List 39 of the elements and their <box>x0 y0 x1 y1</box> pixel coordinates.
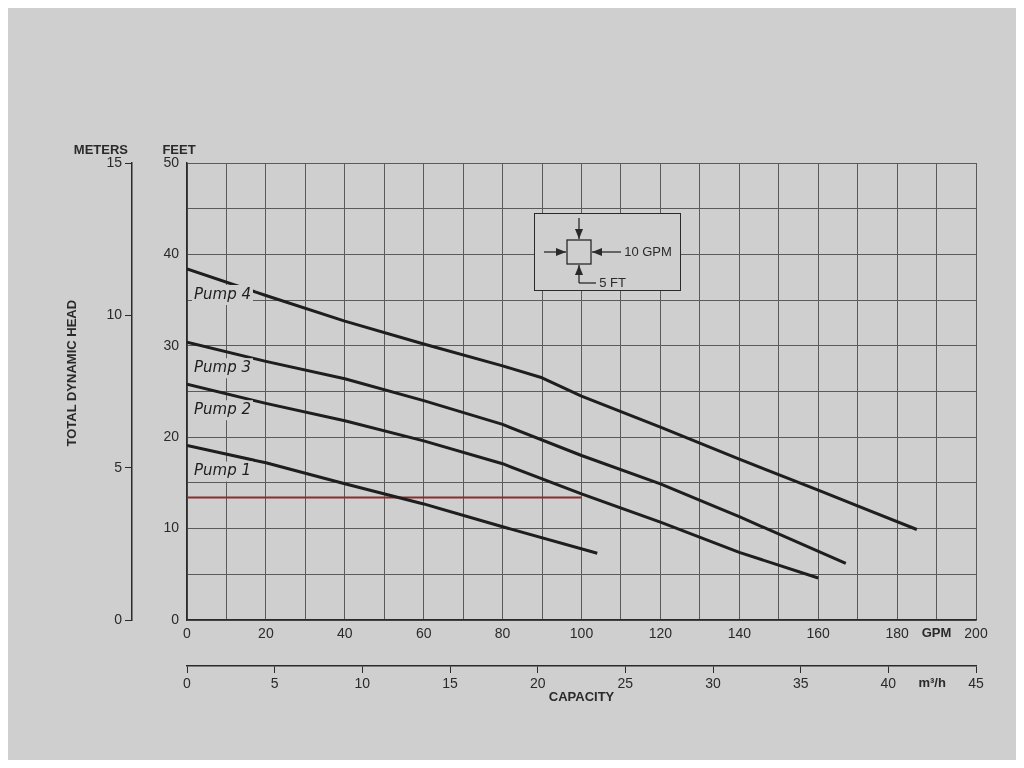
x-tick-label: 20 <box>258 625 274 642</box>
y-tick-label: 30 <box>163 336 180 353</box>
y-tick-label: 40 <box>163 245 180 262</box>
x2-axis-title: m³/h <box>918 675 946 691</box>
annotation: 10 GPM <box>624 243 672 259</box>
x2-tick-label: 25 <box>617 675 634 692</box>
annotation: 5 FT <box>599 274 626 290</box>
series-label: Pump 4 <box>194 284 251 303</box>
x-tick-label: 200 <box>964 625 988 642</box>
y-tick-label: 0 <box>171 610 180 627</box>
y2-tick-label: 10 <box>106 306 123 323</box>
x-tick-label: 140 <box>727 625 752 642</box>
x-tick-label: 80 <box>494 625 511 642</box>
x2-tick-label: 40 <box>880 675 897 692</box>
x-tick-label: 60 <box>415 625 432 642</box>
y-tick-label: 10 <box>163 519 180 536</box>
x-tick-label: 180 <box>885 625 909 642</box>
x2-tick-label: 30 <box>705 675 721 692</box>
x2-tick-label: 0 <box>183 675 192 692</box>
x2-tick-label: 15 <box>442 675 458 692</box>
y2-tick-label: 0 <box>114 610 123 627</box>
x-tick-label: 100 <box>569 625 594 642</box>
x2-tick-label: 20 <box>529 675 546 692</box>
x2-tick-label: 45 <box>968 675 984 692</box>
y2-tick-label: 5 <box>114 458 123 475</box>
series-label: Pump 1 <box>194 461 251 480</box>
series-label: Pump 3 <box>194 358 251 377</box>
text: TOTAL DYNAMIC HEAD <box>63 299 79 447</box>
x-tick-label: 160 <box>806 625 831 642</box>
x-tick-label: 0 <box>183 625 192 642</box>
x-tick-label: 40 <box>337 625 353 642</box>
text: CAPACITY <box>548 688 615 704</box>
x-axis-title: GPM <box>921 625 952 641</box>
series-label: Pump 2 <box>194 400 251 419</box>
x2-tick-label: 35 <box>792 675 809 692</box>
x2-tick-label: 5 <box>270 675 279 692</box>
x2-tick-label: 10 <box>354 675 371 692</box>
y-tick-label: 20 <box>163 428 180 445</box>
x-tick-label: 120 <box>648 625 673 642</box>
